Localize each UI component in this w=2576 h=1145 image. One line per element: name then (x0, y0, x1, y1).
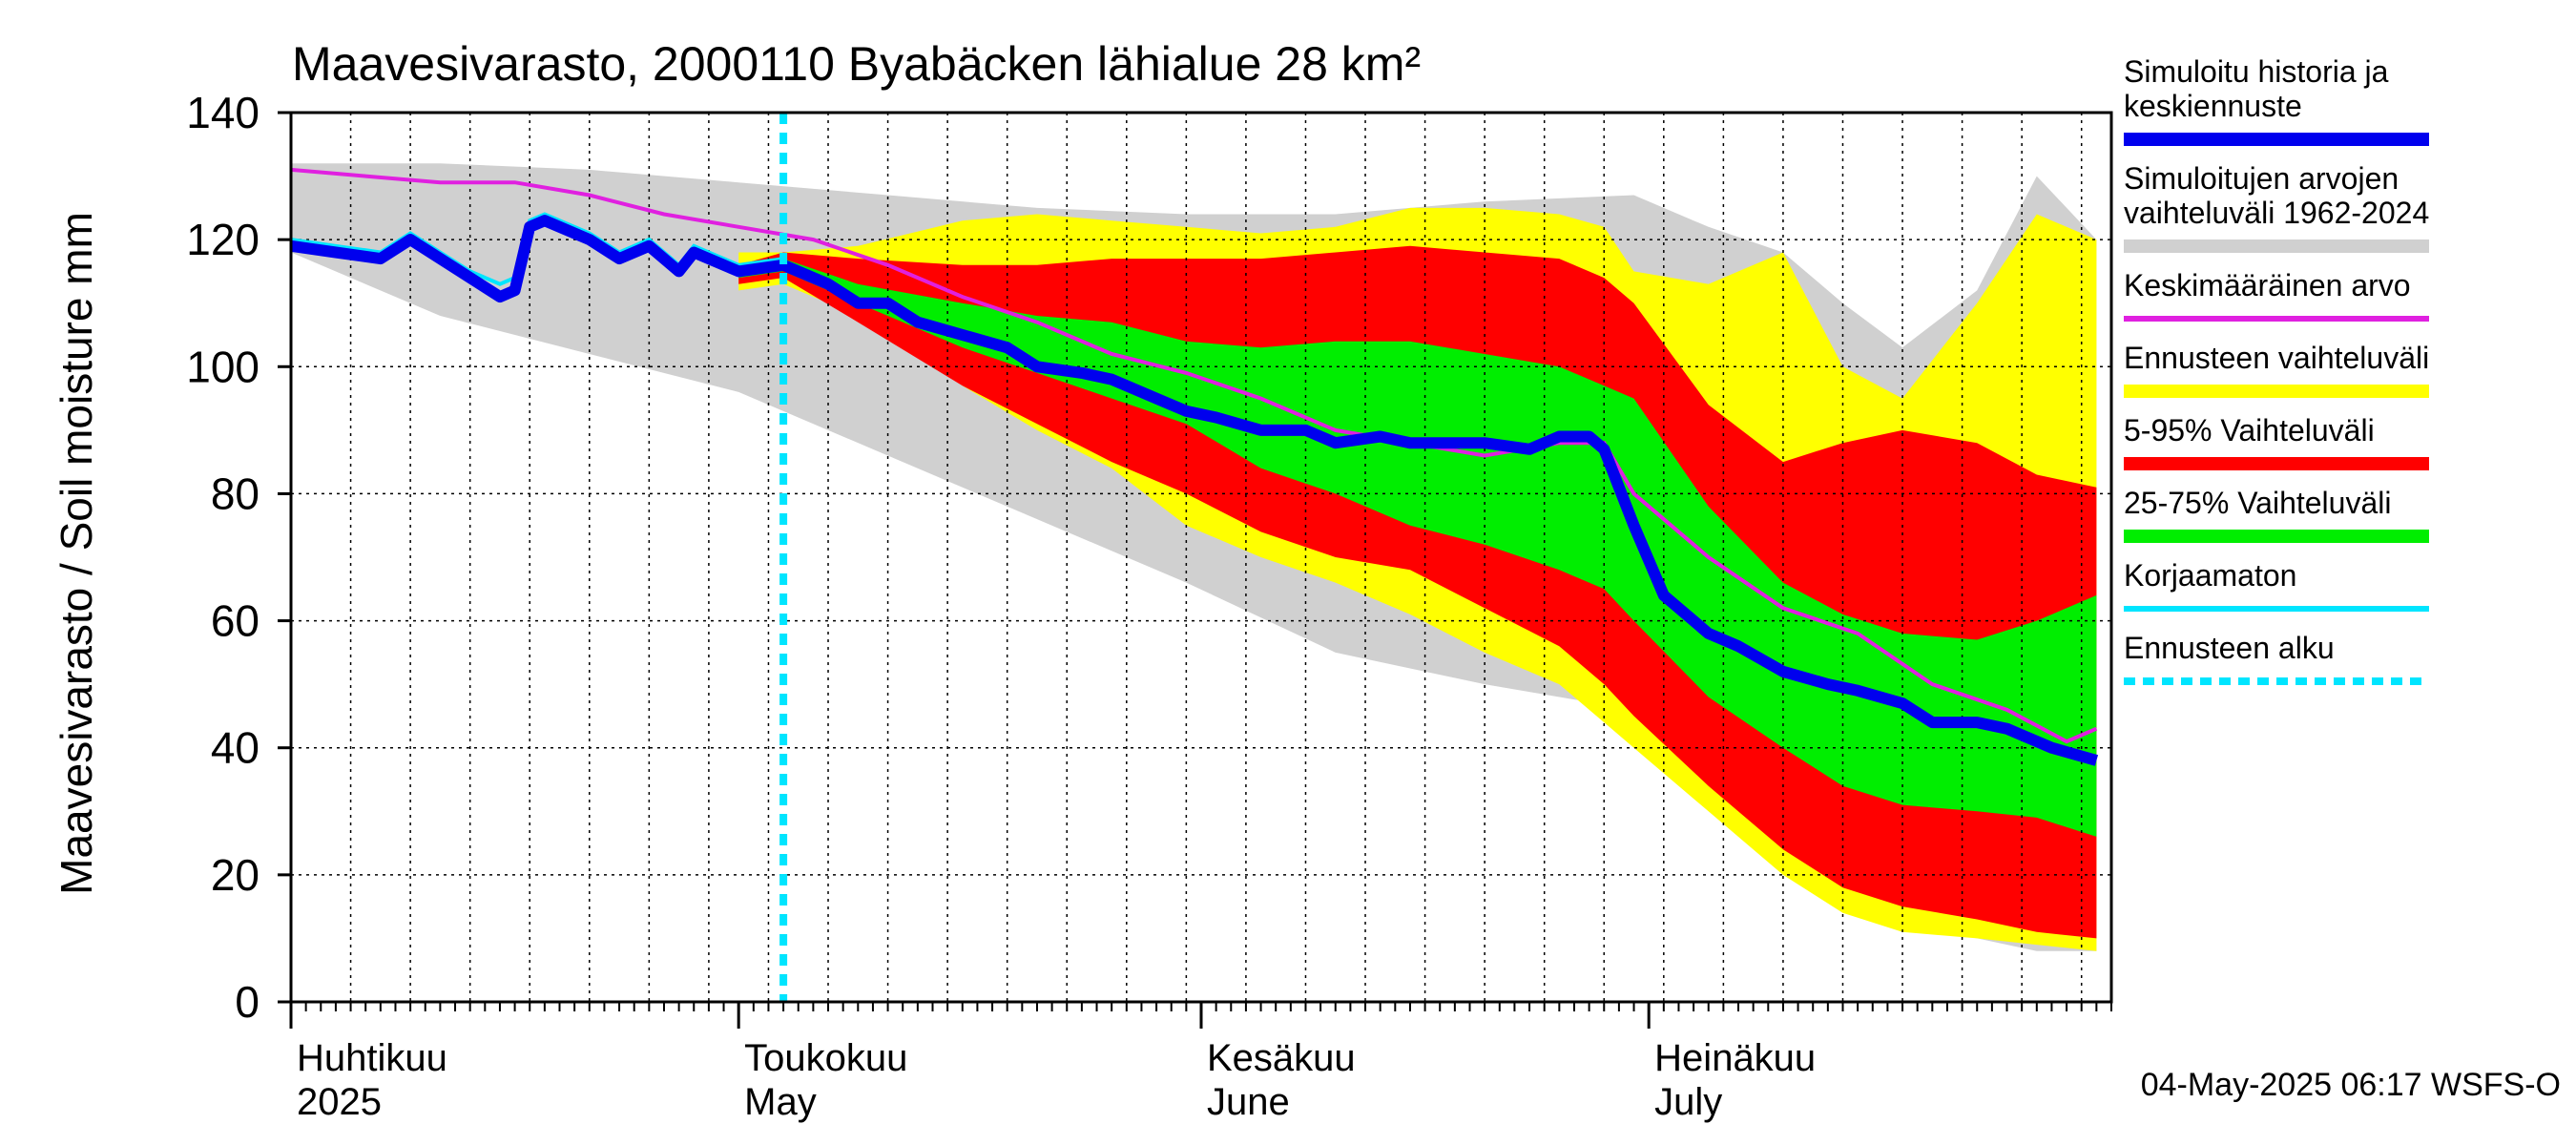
y-ticks: 0 20 40 60 80 100 120 140 (186, 88, 291, 1027)
x-month-label-fi: Kesäkuu (1207, 1037, 1356, 1079)
legend-label: Simuloitujen arvojen (2124, 161, 2399, 196)
legend-label: 5-95% Vaihteluväli (2124, 413, 2375, 448)
y-tick-label: 80 (211, 468, 260, 518)
uncorrected-line (290, 212, 784, 286)
legend-label: Ennusteen alku (2124, 631, 2335, 665)
y-tick-label: 100 (186, 342, 260, 391)
legend-label: Keskimääräinen arvo (2124, 268, 2411, 302)
y-tick-label: 140 (186, 88, 260, 137)
legend-label: vaihteluväli 1962-2024 (2124, 196, 2429, 230)
main-forecast-line (290, 215, 2099, 766)
x-month-label-en: May (744, 1081, 817, 1123)
legend-label: keskiennuste (2124, 89, 2302, 123)
x-month-label-en: July (1654, 1081, 1722, 1123)
p5-95-band (738, 245, 2097, 939)
legend-label: Simuloitu historia ja (2124, 54, 2389, 89)
y-tick-label: 120 (186, 215, 260, 264)
x-month-label-fi: Huhtikuu (297, 1037, 447, 1079)
x-month-label-en: 2025 (297, 1081, 382, 1123)
chart-title: Maavesivarasto, 2000110 Byabäcken lähial… (292, 37, 1421, 91)
x-month-label-fi: Heinäkuu (1654, 1037, 1816, 1079)
lines-layer (290, 113, 2099, 1002)
x-month-label-en: June (1207, 1081, 1290, 1123)
legend-label: 25-75% Vaihteluväli (2124, 486, 2391, 520)
p25-75-band (738, 259, 2097, 837)
legend-label: Ennusteen vaihteluväli (2124, 341, 2429, 375)
y-tick-label: 60 (211, 596, 260, 646)
bands-layer (291, 163, 2097, 951)
y-tick-label: 20 (211, 850, 260, 900)
timestamp: 04-May-2025 06:17 WSFS-O (2141, 1067, 2561, 1103)
grid-layer (290, 113, 2111, 1002)
mean-line (290, 167, 2098, 744)
x-month-label-fi: Toukokuu (744, 1037, 907, 1079)
y-tick-label: 0 (235, 977, 260, 1027)
y-tick-label: 40 (211, 723, 260, 773)
legend-label: Korjaamaton (2124, 558, 2296, 593)
y-axis-label: Maavesivarasto / Soil moisture mm (52, 212, 101, 895)
